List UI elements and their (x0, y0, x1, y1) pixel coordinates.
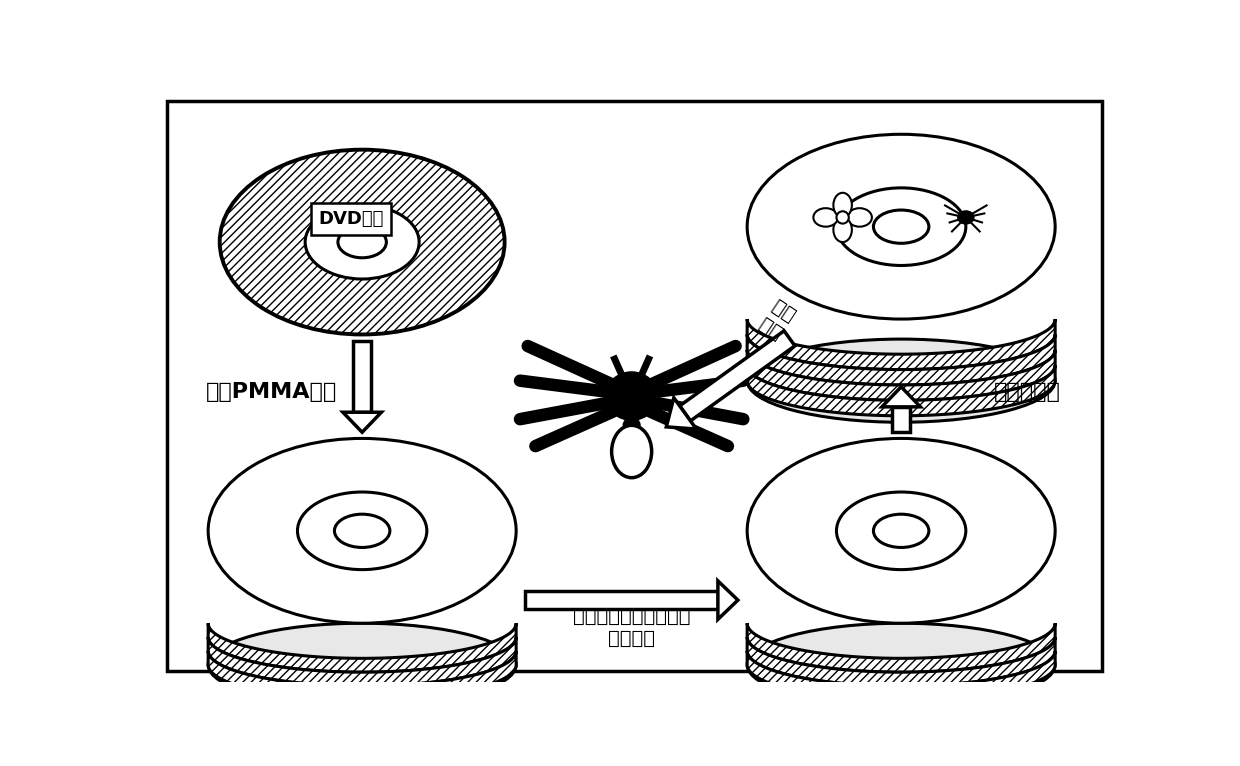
Polygon shape (718, 581, 738, 620)
Text: 覆盖PMMA薄膜: 覆盖PMMA薄膜 (206, 382, 337, 402)
Polygon shape (343, 412, 382, 432)
Polygon shape (748, 365, 1055, 416)
Ellipse shape (298, 492, 427, 570)
Ellipse shape (624, 418, 640, 432)
Ellipse shape (335, 514, 389, 548)
Ellipse shape (833, 193, 852, 218)
Ellipse shape (748, 624, 1055, 706)
Ellipse shape (208, 624, 516, 706)
FancyBboxPatch shape (167, 101, 1102, 671)
Ellipse shape (606, 373, 657, 419)
Polygon shape (748, 624, 1055, 673)
Polygon shape (208, 637, 516, 686)
Ellipse shape (305, 205, 419, 279)
Polygon shape (882, 387, 920, 407)
Ellipse shape (847, 208, 872, 227)
Polygon shape (526, 591, 718, 610)
Ellipse shape (813, 208, 838, 227)
Text: 覆盖石墨烯和金纳米棒
复合薄膜: 覆盖石墨烯和金纳米棒 复合薄膜 (573, 607, 691, 647)
Ellipse shape (611, 425, 652, 478)
Ellipse shape (208, 438, 516, 624)
Ellipse shape (748, 134, 1055, 319)
Ellipse shape (748, 438, 1055, 624)
Ellipse shape (873, 210, 929, 244)
Text: 光雕图案化: 光雕图案化 (993, 382, 1060, 402)
Polygon shape (892, 407, 910, 432)
Polygon shape (748, 319, 1055, 369)
Polygon shape (748, 350, 1055, 401)
Polygon shape (748, 651, 1055, 700)
Polygon shape (208, 651, 516, 700)
Polygon shape (748, 637, 1055, 686)
Ellipse shape (833, 218, 852, 242)
Polygon shape (666, 398, 697, 429)
Ellipse shape (339, 227, 387, 258)
Ellipse shape (873, 514, 929, 548)
Circle shape (837, 211, 849, 224)
Polygon shape (353, 341, 372, 412)
Ellipse shape (837, 492, 966, 570)
Polygon shape (748, 335, 1055, 385)
Polygon shape (680, 331, 795, 421)
Text: 揭起
剪裁: 揭起 剪裁 (755, 295, 797, 342)
Ellipse shape (959, 211, 973, 224)
Text: DVD光盘: DVD光盘 (317, 210, 383, 228)
Ellipse shape (837, 188, 966, 266)
Polygon shape (208, 624, 516, 673)
Ellipse shape (748, 339, 1055, 422)
